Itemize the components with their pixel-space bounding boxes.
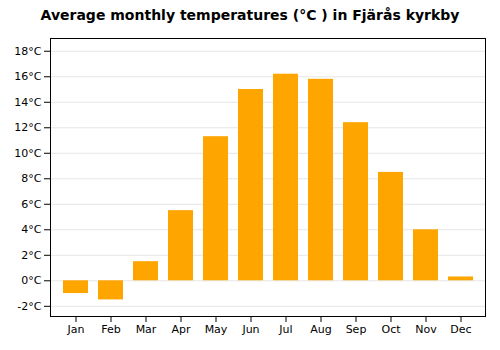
svg-text:Jun: Jun: [241, 323, 259, 336]
svg-text:18°C: 18°C: [14, 45, 41, 58]
svg-text:10°C: 10°C: [14, 147, 41, 160]
svg-text:Oct: Oct: [381, 323, 401, 336]
svg-text:Nov: Nov: [415, 323, 437, 336]
svg-text:6°C: 6°C: [21, 198, 41, 211]
svg-text:May: May: [205, 323, 228, 336]
svg-text:4°C: 4°C: [21, 223, 41, 236]
svg-text:Aug: Aug: [310, 323, 331, 336]
svg-text:Jan: Jan: [67, 323, 85, 336]
svg-text:2°C: 2°C: [21, 249, 41, 262]
html-text:Average monthly temperatures (: Average monthly temperatures (°C ) in Fj…: [40, 7, 460, 23]
svg-text:Apr: Apr: [171, 323, 191, 336]
svg-text:Feb: Feb: [101, 323, 120, 336]
svg-text:Sep: Sep: [346, 323, 367, 336]
svg-text:Jul: Jul: [278, 323, 292, 336]
svg-text:0°C: 0°C: [21, 274, 41, 287]
svg-text:14°C: 14°C: [14, 96, 41, 109]
svg-text:Dec: Dec: [450, 323, 471, 336]
svg-text:8°C: 8°C: [21, 172, 41, 185]
svg-text:-2°C: -2°C: [17, 300, 41, 313]
svg-text:Mar: Mar: [136, 323, 157, 336]
svg-text:12°C: 12°C: [14, 121, 41, 134]
svg-text:16°C: 16°C: [14, 70, 41, 83]
